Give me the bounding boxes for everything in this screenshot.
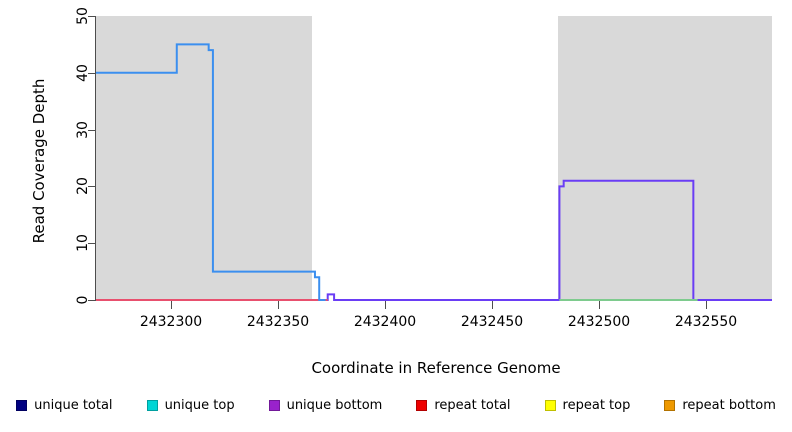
y-tick-20 xyxy=(88,186,96,187)
legend-swatch-icon xyxy=(544,400,556,411)
x-tick-2432400 xyxy=(385,301,386,309)
y-tick-label-10: 10 xyxy=(75,234,91,252)
y-tick-50 xyxy=(88,16,96,17)
x-tick-label-2432350: 2432350 xyxy=(246,314,310,330)
legend-swatch-icon xyxy=(268,400,280,411)
legend-item-unique-bottom[interactable]: unique bottom xyxy=(268,398,383,413)
legend-label: unique total xyxy=(34,398,113,413)
shaded-region-right xyxy=(558,16,772,300)
legend-item-unique-total[interactable]: unique total xyxy=(16,398,113,413)
x-axis-title: Coordinate in Reference Genome xyxy=(311,359,561,377)
legend-swatch-icon xyxy=(416,400,428,411)
x-tick-2432350 xyxy=(278,301,279,309)
legend-item-repeat-top[interactable]: repeat top xyxy=(544,398,631,413)
x-tick-label-2432450: 2432450 xyxy=(460,314,524,330)
legend: unique total unique top unique bottom re… xyxy=(0,398,792,413)
legend-label: repeat top xyxy=(562,398,631,413)
y-tick-label-0: 0 xyxy=(75,295,91,305)
legend-label: repeat total xyxy=(434,398,511,413)
y-tick-40 xyxy=(88,73,96,74)
legend-label: unique bottom xyxy=(286,398,383,413)
x-tick-label-2432500: 2432500 xyxy=(567,314,631,330)
x-tick-label-2432550: 2432550 xyxy=(674,314,738,330)
legend-item-repeat-total[interactable]: repeat total xyxy=(416,398,511,413)
x-tick-label-2432300: 2432300 xyxy=(139,314,203,330)
x-tick-2432450 xyxy=(492,301,493,309)
x-tick-label-2432400: 2432400 xyxy=(353,314,417,330)
shaded-region-left xyxy=(96,16,312,300)
legend-swatch-icon xyxy=(664,400,676,411)
legend-item-unique-top[interactable]: unique top xyxy=(146,398,235,413)
plot-area xyxy=(96,16,772,300)
y-axis-title: Read Coverage Depth xyxy=(30,78,48,244)
legend-label: unique top xyxy=(164,398,235,413)
y-tick-10 xyxy=(88,243,96,244)
legend-item-repeat-bottom[interactable]: repeat bottom xyxy=(664,398,776,413)
x-tick-2432300 xyxy=(171,301,172,309)
x-tick-2432550 xyxy=(706,301,707,309)
legend-swatch-icon xyxy=(146,400,158,411)
y-tick-label-20: 20 xyxy=(75,177,91,195)
y-tick-30 xyxy=(88,130,96,131)
y-tick-label-40: 40 xyxy=(75,64,91,82)
x-tick-2432500 xyxy=(599,301,600,309)
y-tick-0 xyxy=(88,300,96,301)
y-tick-label-30: 30 xyxy=(75,121,91,139)
legend-label: repeat bottom xyxy=(682,398,776,413)
y-axis-line xyxy=(95,16,96,301)
legend-swatch-icon xyxy=(16,400,28,411)
y-tick-label-50: 50 xyxy=(75,7,91,25)
